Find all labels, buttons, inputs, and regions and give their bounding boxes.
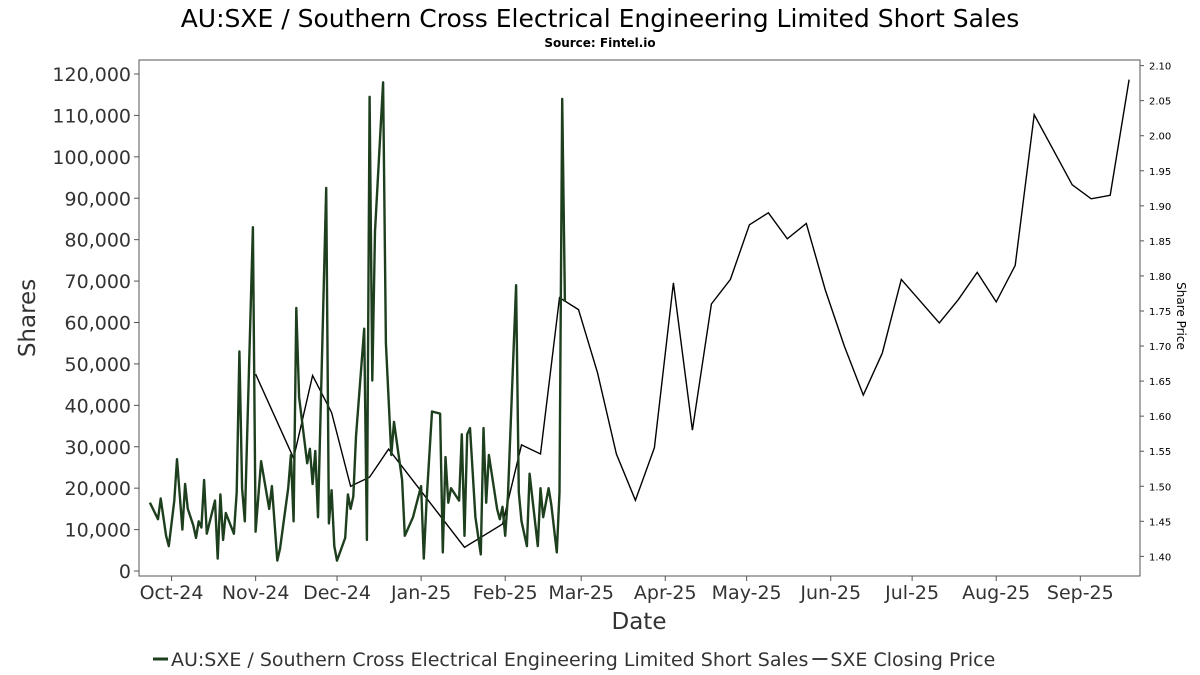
y2-tick-label: 1.60 bbox=[1149, 412, 1171, 423]
y-tick-label: 120,000 bbox=[52, 64, 131, 86]
y2-tick-label: 2.10 bbox=[1149, 62, 1171, 73]
y-tick-label: 0 bbox=[119, 561, 131, 583]
left-axis-ticks: 0 10,000 20,000 30,000 40,000 50,000 60,000 70,… bbox=[52, 64, 139, 583]
series-line-short-sales bbox=[148, 81, 567, 562]
y2-tick-label: 1.45 bbox=[1149, 517, 1171, 528]
y2-tick-label: 1.85 bbox=[1149, 237, 1171, 248]
x-tick-label: Nov-24 bbox=[222, 582, 290, 604]
chart-title: AU:SXE / Southern Cross Electrical Engin… bbox=[181, 4, 1020, 33]
y-tick-label: 30,000 bbox=[65, 437, 131, 459]
y-tick-label: 40,000 bbox=[65, 395, 131, 417]
y-tick-label: 110,000 bbox=[52, 105, 131, 127]
plot-frame bbox=[138, 59, 1141, 577]
y2-tick-label: 1.90 bbox=[1149, 202, 1171, 213]
y2-tick-label: 1.70 bbox=[1149, 342, 1171, 353]
y-tick-label: 90,000 bbox=[65, 188, 131, 210]
x-tick-label: Jun-25 bbox=[799, 582, 861, 604]
series-line-closing-price bbox=[254, 79, 1130, 549]
y2-tick-label: 1.75 bbox=[1149, 307, 1171, 318]
y2-tick-label: 1.50 bbox=[1149, 482, 1171, 493]
x-tick-label: Oct-24 bbox=[140, 582, 204, 604]
y-tick-label: 60,000 bbox=[65, 313, 131, 335]
x-axis-label: Date bbox=[612, 609, 667, 635]
y2-tick-label: 1.65 bbox=[1149, 377, 1171, 388]
y-tick-label: 80,000 bbox=[65, 230, 131, 252]
y2-axis-label: Share Price bbox=[1174, 282, 1188, 350]
x-axis-ticks: Oct-24 Nov-24 Dec-24 Jan-25 Feb-25 Mar-25 Apr-… bbox=[140, 576, 1114, 604]
legend-label-short-sales: AU:SXE / Southern Cross Electrical Engin… bbox=[171, 649, 808, 671]
x-tick-label: Feb-25 bbox=[473, 582, 538, 604]
y2-tick-label: 2.00 bbox=[1149, 132, 1171, 143]
x-tick-label: Jan-25 bbox=[390, 582, 451, 604]
x-tick-label: Aug-25 bbox=[962, 582, 1030, 604]
legend-label-closing-price: SXE Closing Price bbox=[830, 649, 995, 671]
y2-tick-label: 1.40 bbox=[1149, 552, 1171, 563]
y-tick-label: 10,000 bbox=[65, 520, 131, 542]
legend: AU:SXE / Southern Cross Electrical Engin… bbox=[153, 649, 995, 671]
y-tick-label: 100,000 bbox=[52, 147, 131, 169]
x-tick-label: Mar-25 bbox=[548, 582, 614, 604]
x-tick-label: Sep-25 bbox=[1047, 582, 1114, 604]
x-tick-label: May-25 bbox=[712, 582, 782, 604]
y-tick-label: 70,000 bbox=[65, 271, 131, 293]
y-tick-label: 50,000 bbox=[65, 354, 131, 376]
y2-tick-label: 1.55 bbox=[1149, 447, 1171, 458]
x-tick-label: Jul-25 bbox=[884, 582, 939, 604]
x-tick-label: Apr-25 bbox=[634, 582, 697, 604]
y2-tick-label: 1.80 bbox=[1149, 272, 1171, 283]
y2-tick-label: 1.95 bbox=[1149, 167, 1171, 178]
y-tick-label: 20,000 bbox=[65, 478, 131, 500]
chart-subtitle: Source: Fintel.io bbox=[544, 36, 655, 50]
y2-tick-label: 2.05 bbox=[1149, 97, 1171, 108]
x-tick-label: Dec-24 bbox=[303, 582, 371, 604]
y-axis-label: Shares bbox=[15, 279, 41, 357]
right-axis-ticks: 1.40 1.45 1.50 1.55 1.60 1.65 1.70 1.75 1.80 1.85… bbox=[1140, 62, 1171, 563]
